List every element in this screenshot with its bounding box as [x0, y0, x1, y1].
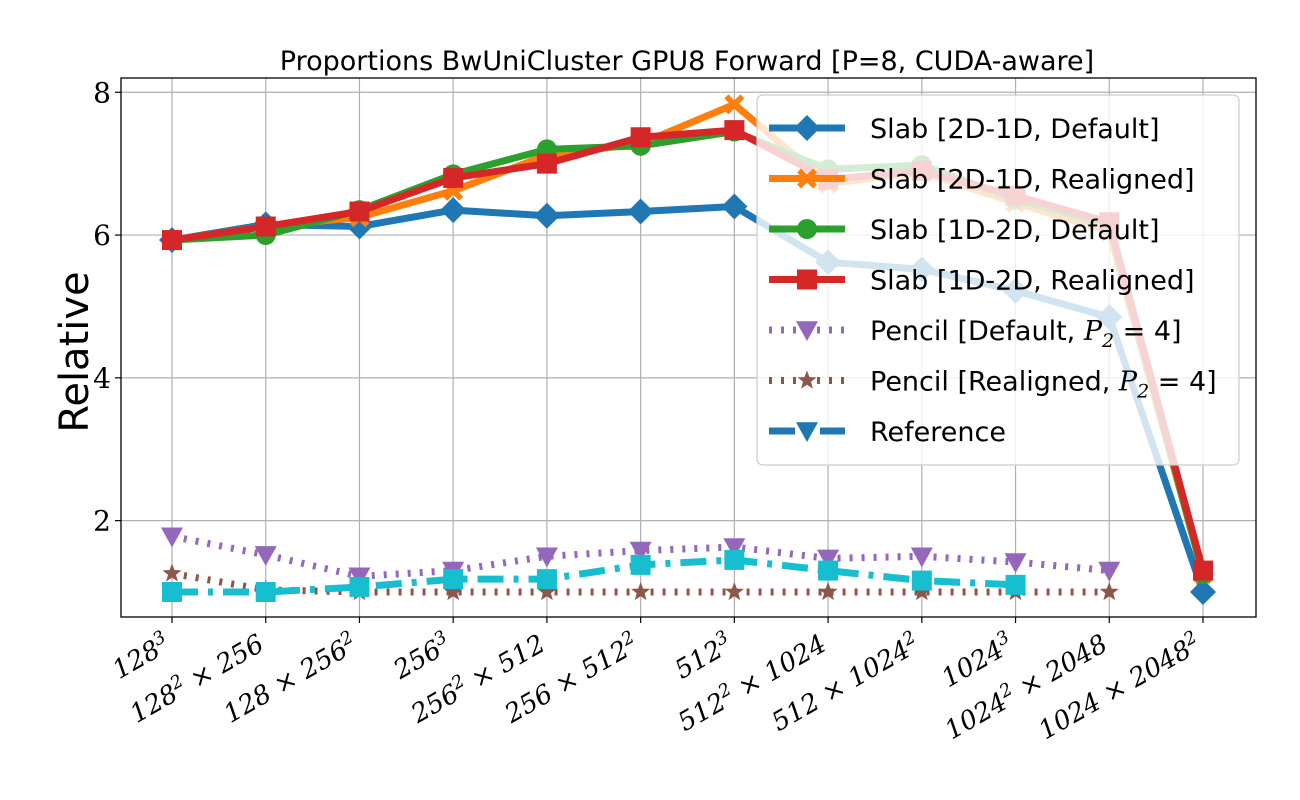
data-point [162, 230, 182, 251]
data-point [1193, 560, 1213, 581]
data-point [630, 127, 651, 148]
data-point [627, 198, 654, 225]
chart-title: Proportions BwUniCluster GPU8 Forward [P… [280, 46, 1094, 77]
data-point [721, 193, 748, 220]
y-tick-label: 2 [93, 505, 111, 538]
legend-label: Slab [1D-2D, Default] [870, 215, 1159, 246]
legend-marker [796, 422, 818, 442]
legend-entry: Pencil [Default, P2 = 4] [769, 316, 1182, 352]
data-point [631, 582, 651, 601]
data-point [533, 202, 560, 229]
legend-box [756, 94, 1240, 466]
legend-label: Slab [2D-1D, Realigned] [870, 165, 1195, 196]
data-point [629, 541, 652, 562]
data-point [161, 527, 183, 548]
data-point [724, 549, 745, 570]
data-point [1004, 553, 1027, 574]
y-axis-ticks: 2 4 6 8 [93, 76, 121, 538]
legend-label: Pencil [Realigned, P2 = 4] [870, 367, 1217, 403]
data-point [536, 153, 557, 174]
legend-entry: Pencil [Realigned, P2 = 4] [769, 367, 1217, 403]
legend-label: Slab [1D-2D, Realigned] [870, 266, 1195, 297]
data-point [443, 167, 464, 188]
legend-marker [797, 168, 817, 189]
data-point [724, 582, 744, 601]
data-point [911, 570, 932, 591]
legend-entry: Reference [769, 417, 1006, 448]
data-point [818, 560, 839, 581]
legend-label: Slab [2D-1D, Default] [870, 114, 1159, 145]
data-point [349, 577, 370, 598]
data-point [1098, 561, 1121, 582]
series-line [172, 556, 1016, 596]
legend-marker [797, 269, 817, 290]
data-point [818, 582, 838, 601]
data-point [443, 569, 464, 590]
y-axis-label: Relative [52, 271, 98, 432]
plot-frame [120, 77, 1257, 618]
data-point [1005, 574, 1026, 595]
y-tick-label: 4 [93, 362, 111, 395]
y-tick-label: 6 [93, 219, 111, 252]
legend-marker [797, 219, 817, 239]
data-point [1099, 582, 1119, 601]
data-point [630, 554, 651, 575]
x-tick-label: 5123 [668, 626, 737, 685]
data-point [724, 120, 745, 141]
legend: Slab [2D-1D, Default] Slab [2D-1D, Realig… [756, 94, 1240, 466]
data-point [724, 94, 745, 115]
y-tick-label: 8 [93, 76, 111, 109]
legend-label: Reference [870, 417, 1006, 448]
data-point [910, 547, 933, 568]
data-point [440, 197, 467, 224]
data-point [443, 582, 463, 601]
x-tick-label: 2563 [386, 626, 456, 686]
legend-marker [796, 321, 818, 341]
legend-entry: Slab [2D-1D, Realigned] [769, 165, 1195, 196]
legend-marker [794, 115, 820, 141]
data-point [255, 582, 276, 603]
legend-marker [797, 370, 817, 389]
data-point [162, 582, 182, 603]
data-point [255, 216, 276, 237]
data-point [912, 582, 932, 601]
data-point [723, 538, 746, 559]
legend-label: Pencil [Default, P2 = 4] [870, 316, 1182, 352]
legend-entry: Slab [1D-2D, Realigned] [769, 266, 1195, 297]
series-reference [162, 549, 1026, 603]
x-tick-label: 1283 [106, 626, 175, 685]
x-tick-label: 512 × 10242 [765, 626, 925, 737]
data-point [536, 569, 557, 590]
data-point [817, 549, 840, 570]
data-point [535, 547, 558, 568]
legend-entry: Slab [2D-1D, Default] [769, 114, 1159, 145]
data-point [1190, 579, 1216, 606]
data-point [349, 201, 370, 222]
series-pencil-default-4 [161, 527, 1121, 588]
legend-entry: Slab [1D-2D, Default] [769, 215, 1159, 246]
data-point [254, 546, 277, 566]
data-point [162, 563, 182, 582]
data-point [537, 582, 557, 601]
